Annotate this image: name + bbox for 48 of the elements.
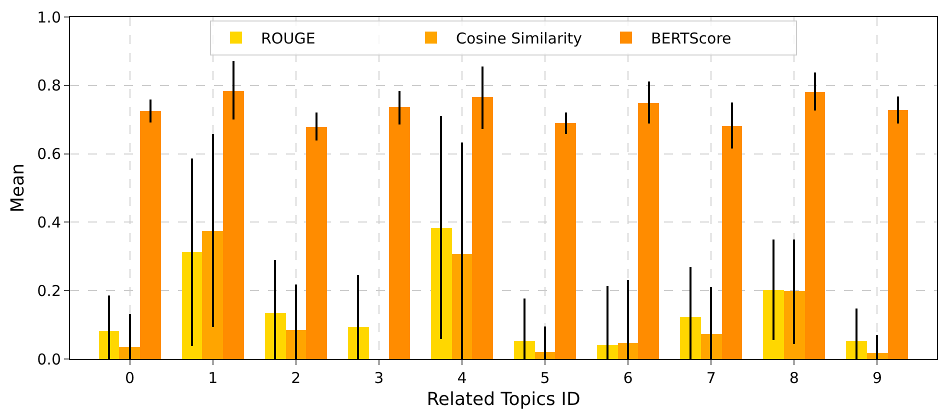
bar <box>472 97 493 359</box>
y-axis-title: Mean <box>7 163 28 213</box>
x-tick-label: 6 <box>623 369 633 387</box>
bar <box>555 123 576 359</box>
bar <box>618 343 638 359</box>
bar <box>306 127 327 359</box>
x-tick-label: 9 <box>872 369 882 387</box>
y-tick-label: 0.8 <box>37 76 61 95</box>
x-axis-title: Related Topics ID <box>426 389 580 410</box>
bar <box>701 334 722 359</box>
x-tick-label: 7 <box>706 369 716 387</box>
x-tick-label: 0 <box>125 369 135 387</box>
x-tick-label: 3 <box>374 369 384 387</box>
x-tick-label: 5 <box>540 369 550 387</box>
x-tick-label: 4 <box>457 369 467 387</box>
y-tick-label: 0.6 <box>37 145 61 164</box>
x-tick-label: 1 <box>208 369 218 387</box>
bar <box>431 228 452 359</box>
bar <box>452 254 472 359</box>
bar <box>722 126 742 359</box>
y-tick-label: 0.4 <box>37 213 61 232</box>
bar <box>784 291 805 359</box>
bar <box>265 313 286 359</box>
y-tick-label: 0.0 <box>37 350 61 368</box>
bar <box>597 345 618 359</box>
bar <box>202 231 223 359</box>
bar <box>223 91 244 359</box>
bar <box>867 353 888 359</box>
bar <box>182 252 202 359</box>
y-tick-label: 0.2 <box>37 282 61 300</box>
legend-label: ROUGE <box>261 30 316 48</box>
bar <box>680 317 701 359</box>
legend-label: BERTScore <box>651 30 732 48</box>
bar <box>286 330 306 359</box>
bar <box>763 290 784 359</box>
bar <box>805 92 825 359</box>
bar <box>888 110 908 359</box>
bar <box>119 347 140 359</box>
y-tick-label: 1.0 <box>37 8 61 26</box>
x-tick-label: 2 <box>291 369 301 387</box>
legend-label: Cosine Similarity <box>456 30 582 48</box>
bar <box>140 111 161 359</box>
bar <box>846 341 867 359</box>
bar <box>535 352 555 359</box>
bar <box>514 341 535 359</box>
bar <box>638 103 659 359</box>
x-tick-label: 8 <box>789 369 799 387</box>
bar <box>389 107 410 359</box>
